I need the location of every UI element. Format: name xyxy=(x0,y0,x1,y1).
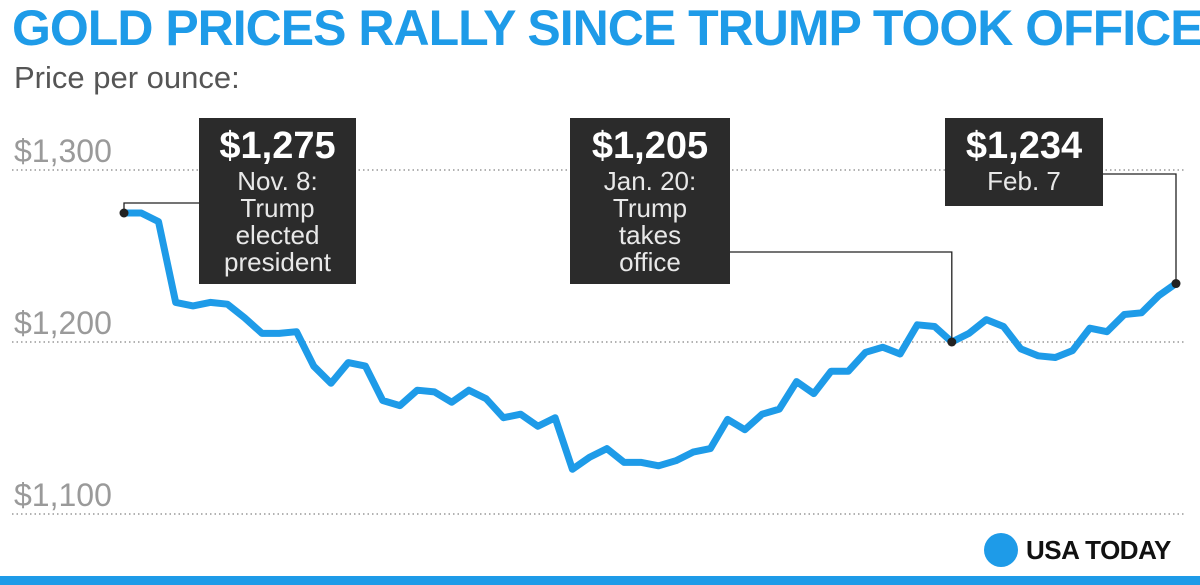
data-point xyxy=(1018,346,1024,352)
data-point xyxy=(742,427,748,433)
data-point xyxy=(397,403,403,409)
data-point xyxy=(828,368,834,374)
data-point xyxy=(811,391,817,397)
data-point xyxy=(707,446,713,452)
data-point xyxy=(155,219,161,225)
data-point xyxy=(242,315,248,321)
annotation-leader-line xyxy=(1103,173,1177,284)
data-point xyxy=(1052,354,1058,360)
data-point xyxy=(983,317,989,323)
data-point xyxy=(1035,353,1041,359)
data-point xyxy=(845,368,851,374)
data-point xyxy=(725,416,731,422)
data-point xyxy=(690,449,696,455)
y-tick-label: $1,200 xyxy=(14,305,112,341)
data-point xyxy=(638,459,644,465)
logo-circle-icon xyxy=(984,533,1018,567)
y-tick-label: $1,300 xyxy=(14,133,112,169)
data-point xyxy=(776,406,782,412)
data-point xyxy=(759,411,765,417)
callout-election-value: $1,275 xyxy=(219,125,336,167)
data-point xyxy=(1156,293,1162,299)
data-point xyxy=(190,303,196,309)
data-point xyxy=(483,396,489,402)
callout-election: $1,275 Nov. 8: Trump elected president xyxy=(199,118,356,284)
y-tick-label: $1,100 xyxy=(14,477,112,513)
data-point xyxy=(207,299,213,305)
data-point xyxy=(1121,311,1127,317)
data-point xyxy=(414,387,420,393)
data-point xyxy=(431,389,437,395)
data-point xyxy=(604,446,610,452)
data-point xyxy=(587,454,593,460)
callout-inauguration-note: Jan. 20: Trump takes office xyxy=(603,166,697,277)
data-point xyxy=(293,329,299,335)
data-point xyxy=(362,363,368,369)
data-point xyxy=(500,415,506,421)
data-point xyxy=(449,399,455,405)
data-point xyxy=(328,380,334,386)
annotation-marker xyxy=(1171,279,1181,289)
data-point xyxy=(966,330,972,336)
data-point xyxy=(466,387,472,393)
data-point xyxy=(259,330,265,336)
callout-inauguration-value: $1,205 xyxy=(591,125,709,167)
data-point xyxy=(1139,310,1145,316)
data-point xyxy=(656,463,662,469)
gold-price-series-line xyxy=(120,209,1180,473)
data-point xyxy=(1070,348,1076,354)
data-point xyxy=(276,330,282,336)
data-point xyxy=(1001,324,1007,330)
annotation-leader-line xyxy=(730,251,953,342)
data-point xyxy=(535,423,541,429)
data-point xyxy=(897,351,903,357)
data-point xyxy=(914,322,920,328)
usa-today-logo: USA TODAY xyxy=(984,532,1171,568)
annotation-marker xyxy=(947,337,957,347)
data-point xyxy=(932,324,938,330)
chart-subtitle: Price per ounce: xyxy=(14,60,240,95)
bottom-accent-bar xyxy=(0,576,1200,585)
data-point xyxy=(863,349,869,355)
callout-latest-note: Feb. 7 xyxy=(987,166,1061,196)
data-point xyxy=(569,466,575,472)
data-point xyxy=(673,458,679,464)
callout-latest: $1,234 Feb. 7 xyxy=(945,118,1103,206)
data-point xyxy=(880,344,886,350)
data-point xyxy=(224,301,230,307)
callout-inauguration: $1,205 Jan. 20: Trump takes office xyxy=(570,118,730,284)
data-point xyxy=(138,210,144,216)
annotation-marker xyxy=(119,208,129,218)
data-point xyxy=(552,415,558,421)
callout-election-note: Nov. 8: Trump elected president xyxy=(224,166,331,277)
data-point xyxy=(518,411,524,417)
data-point xyxy=(621,459,627,465)
callout-latest-value: $1,234 xyxy=(965,125,1083,167)
data-point xyxy=(345,360,351,366)
logo-text: USA TODAY xyxy=(1026,534,1171,565)
data-point xyxy=(311,363,317,369)
data-point xyxy=(1104,329,1110,335)
chart-title: GOLD PRICES RALLY SINCE TRUMP TOOK OFFIC… xyxy=(12,0,1200,56)
data-point xyxy=(380,397,386,403)
data-point xyxy=(794,379,800,385)
data-point xyxy=(1087,325,1093,331)
data-point xyxy=(173,299,179,305)
